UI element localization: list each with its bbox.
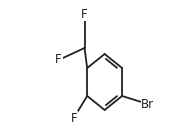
Text: F: F bbox=[70, 112, 77, 124]
Text: Br: Br bbox=[141, 98, 154, 111]
Text: F: F bbox=[55, 54, 62, 67]
Text: F: F bbox=[81, 7, 88, 21]
